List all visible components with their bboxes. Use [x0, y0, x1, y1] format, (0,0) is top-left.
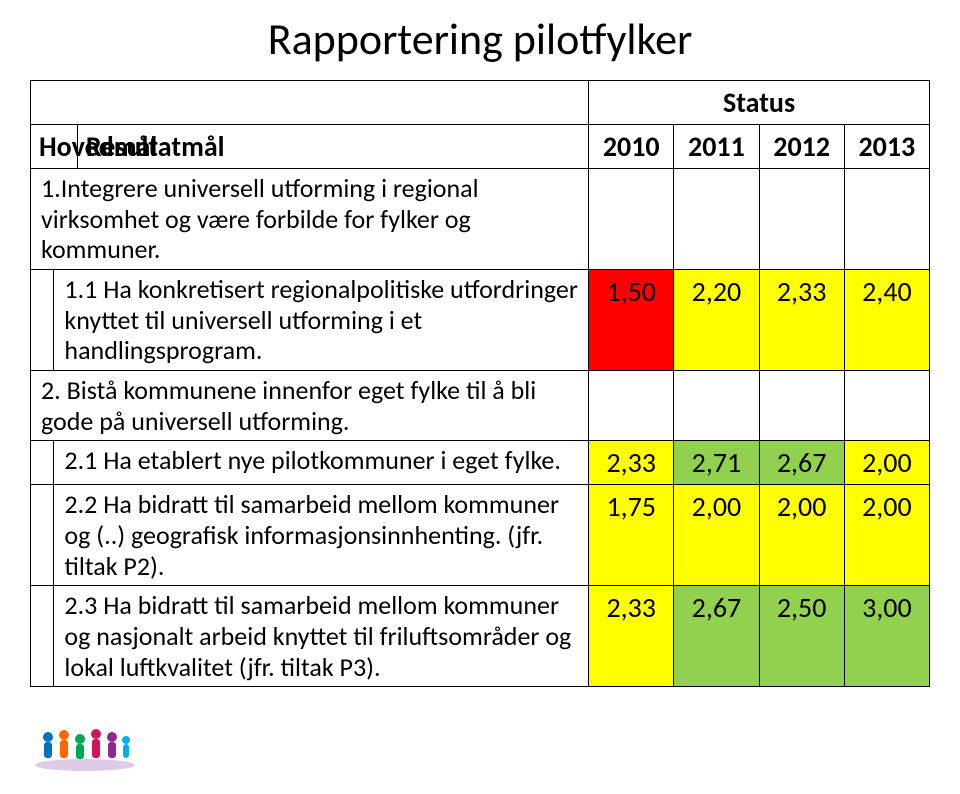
status-row: Status	[31, 81, 930, 125]
hovedmal-header: Hovedmål	[31, 125, 78, 169]
cell: 2,00	[844, 485, 929, 586]
cell: 2,00	[674, 485, 759, 586]
cell: 2,33	[589, 441, 674, 485]
table-row: 2. Bistå kommunene innenfor eget fylke t…	[31, 371, 930, 441]
slide: Rapportering pilotfylker Status Hovedmål…	[0, 0, 960, 794]
year-2011: 2011	[674, 125, 759, 169]
indent-cell	[31, 270, 54, 371]
status-label: Status	[589, 81, 930, 125]
cell: 2,40	[844, 270, 929, 371]
cell: 2,00	[844, 441, 929, 485]
data-table: Status Hovedmål Resultatmål 2010 2011 20…	[30, 80, 930, 687]
slide-title: Rapportering pilotfylker	[30, 12, 930, 66]
cell	[589, 371, 674, 441]
indent-cell	[31, 586, 54, 687]
table-row: 2.2 Ha bidratt til samarbeid mellom komm…	[31, 485, 930, 586]
table-row: 1.1 Ha konkretisert regionalpolitiske ut…	[31, 270, 930, 371]
indent-cell	[31, 441, 54, 485]
section-2-label: 2. Bistå kommunene innenfor eget fylke t…	[31, 371, 589, 441]
table-row: 2.3 Ha bidratt til samarbeid mellom komm…	[31, 586, 930, 687]
cell	[674, 371, 759, 441]
cell	[844, 169, 929, 270]
cell: 2,00	[759, 485, 844, 586]
table-row: 2.1 Ha etablert nye pilotkommuner i eget…	[31, 441, 930, 485]
people-logo-icon	[30, 717, 140, 772]
row-2-2-label: 2.2 Ha bidratt til samarbeid mellom komm…	[54, 485, 589, 586]
cell: 1,75	[589, 485, 674, 586]
cell	[674, 169, 759, 270]
header-row: Hovedmål Resultatmål 2010 2011 2012 2013	[31, 125, 930, 169]
year-2010: 2010	[589, 125, 674, 169]
cell: 2,67	[759, 441, 844, 485]
cell	[844, 371, 929, 441]
row-2-1-label: 2.1 Ha etablert nye pilotkommuner i eget…	[54, 441, 589, 485]
row-2-3-label: 2.3 Ha bidratt til samarbeid mellom komm…	[54, 586, 589, 687]
cell: 2,20	[674, 270, 759, 371]
resultatmal-header: Resultatmål	[77, 125, 588, 169]
section-1-label: 1.Integrere universell utforming i regio…	[31, 169, 589, 270]
indent-cell	[31, 485, 54, 586]
cell: 2,33	[759, 270, 844, 371]
cell: 2,50	[759, 586, 844, 687]
cell	[759, 371, 844, 441]
row-1-1-label: 1.1 Ha konkretisert regionalpolitiske ut…	[54, 270, 589, 371]
cell: 3,00	[844, 586, 929, 687]
blank-cell	[31, 81, 589, 125]
year-2013: 2013	[844, 125, 929, 169]
cell	[759, 169, 844, 270]
cell	[589, 169, 674, 270]
table-row: 1.Integrere universell utforming i regio…	[31, 169, 930, 270]
cell: 2,67	[674, 586, 759, 687]
cell: 2,33	[589, 586, 674, 687]
cell: 2,71	[674, 441, 759, 485]
cell: 1,50	[589, 270, 674, 371]
year-2012: 2012	[759, 125, 844, 169]
